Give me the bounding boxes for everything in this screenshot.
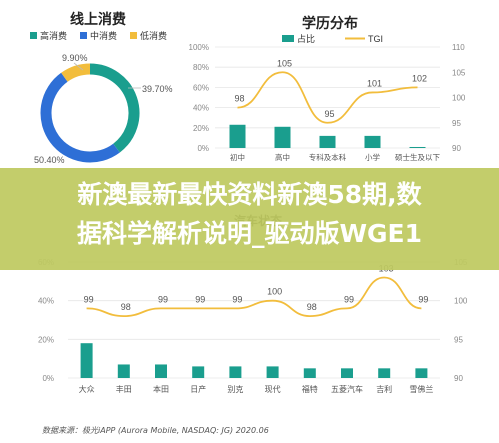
edu-x-tick: 专科及本科 bbox=[309, 152, 347, 162]
donut-title: 线上消费 bbox=[70, 11, 126, 27]
car-x-tick: 吉利 bbox=[376, 384, 392, 394]
car-x-tick: 雪佛兰 bbox=[409, 384, 433, 394]
car-x-tick: 本田 bbox=[153, 384, 169, 394]
edu-y-right-tick: 95 bbox=[452, 119, 461, 128]
edu-data-label: 95 bbox=[324, 109, 334, 119]
overlay-banner bbox=[0, 168, 499, 270]
edu-legend-swatch bbox=[282, 35, 294, 42]
donut-legend-label: 中消费 bbox=[90, 30, 117, 41]
edu-data-label: 101 bbox=[367, 78, 382, 88]
edu-bar bbox=[409, 146, 426, 148]
car-bar bbox=[192, 366, 205, 378]
donut-legend-swatch bbox=[130, 32, 137, 39]
car-bar bbox=[378, 368, 391, 378]
edu-x-tick: 高中 bbox=[275, 152, 290, 162]
car-data-label: 99 bbox=[195, 294, 205, 304]
car-y-right-tick: 100 bbox=[454, 297, 468, 306]
car-x-tick: 大众 bbox=[79, 384, 95, 394]
edu-tgi-line bbox=[237, 71, 418, 124]
edu-bar bbox=[364, 135, 381, 148]
edu-legend-label: TGI bbox=[368, 34, 383, 44]
edu-y-left-tick: 60% bbox=[193, 83, 209, 92]
edu-x-tick: 初中 bbox=[230, 152, 245, 162]
car-y-left-tick: 0% bbox=[42, 374, 54, 383]
car-x-tick: 五菱汽车 bbox=[331, 384, 363, 394]
banner-line-2: 据科学解析说明_驱动版WGE1 bbox=[76, 219, 423, 248]
car-y-left-tick: 20% bbox=[38, 335, 54, 344]
edu-data-label: 98 bbox=[234, 94, 244, 104]
edu-y-left-tick: 100% bbox=[189, 43, 209, 52]
car-y-right-tick: 90 bbox=[454, 374, 463, 383]
donut-slice bbox=[61, 63, 91, 82]
car-x-tick: 日产 bbox=[190, 384, 206, 394]
donut-data-label: 39.70% bbox=[142, 84, 173, 94]
car-line bbox=[86, 276, 422, 318]
car-data-label: 99 bbox=[158, 294, 168, 304]
car-data-label: 100 bbox=[267, 287, 282, 297]
edu-y-left-tick: 40% bbox=[193, 104, 209, 113]
car-x-tick: 别克 bbox=[227, 385, 243, 394]
edu-y-right-tick: 100 bbox=[452, 94, 466, 103]
car-data-label: 98 bbox=[307, 302, 317, 312]
car-data-label: 98 bbox=[121, 302, 131, 312]
donut-legend-swatch bbox=[30, 32, 37, 39]
edu-y-left-tick: 0% bbox=[197, 144, 209, 153]
donut-slice bbox=[40, 72, 120, 163]
car-data-label: 99 bbox=[418, 294, 428, 304]
donut-data-label: 9.90% bbox=[62, 53, 88, 63]
donut-legend-label: 低消费 bbox=[140, 30, 167, 41]
car-y-left-tick: 40% bbox=[38, 297, 54, 306]
edu-legend-label: 占比 bbox=[297, 33, 315, 44]
car-data-label: 99 bbox=[232, 294, 242, 304]
donut-data-label: 50.40% bbox=[34, 155, 65, 165]
edu-data-label: 102 bbox=[412, 73, 427, 83]
donut-legend-swatch bbox=[80, 32, 87, 39]
edu-y-right-tick: 105 bbox=[452, 68, 466, 77]
car-data-label: 99 bbox=[344, 294, 354, 304]
edu-y-left-tick: 20% bbox=[193, 124, 209, 133]
car-data-label: 99 bbox=[84, 294, 94, 304]
edu-y-left-tick: 80% bbox=[193, 63, 209, 72]
edu-data-label: 105 bbox=[277, 58, 292, 68]
banner-line-1: 新澳最新最快资料新澳58期,数 bbox=[77, 180, 422, 209]
donut-legend-label: 高消费 bbox=[40, 30, 67, 41]
edu-bar bbox=[319, 135, 336, 148]
car-bar bbox=[415, 368, 428, 378]
car-y-right-tick: 95 bbox=[454, 335, 463, 344]
car-bar bbox=[229, 366, 242, 378]
car-x-tick: 丰田 bbox=[116, 384, 132, 394]
edu-bar bbox=[274, 126, 291, 148]
car-bar bbox=[80, 343, 93, 378]
edu-y-right-tick: 110 bbox=[452, 43, 465, 52]
car-bar bbox=[266, 366, 279, 378]
edu-title: 学历分布 bbox=[302, 15, 358, 31]
car-x-tick: 福特 bbox=[302, 384, 318, 394]
car-bar bbox=[303, 368, 316, 378]
car-bar bbox=[117, 364, 130, 378]
source-note: 数据来源：极光iAPP (Aurora Mobile, NASDAQ: JG) … bbox=[42, 426, 269, 435]
edu-bar bbox=[229, 124, 246, 148]
car-bar bbox=[155, 364, 167, 378]
edu-x-tick: 硕士生及以下 bbox=[395, 152, 440, 162]
banner-text: 新澳最新最快资料新澳58期,数 据科学解析说明_驱动版WGE1 bbox=[0, 175, 499, 253]
car-x-tick: 现代 bbox=[265, 384, 281, 394]
edu-x-tick: 小学 bbox=[365, 152, 380, 162]
donut-leader-line bbox=[73, 62, 84, 71]
donut-slice bbox=[89, 63, 140, 153]
car-bar bbox=[341, 368, 353, 378]
edu-y-right-tick: 90 bbox=[452, 144, 461, 153]
